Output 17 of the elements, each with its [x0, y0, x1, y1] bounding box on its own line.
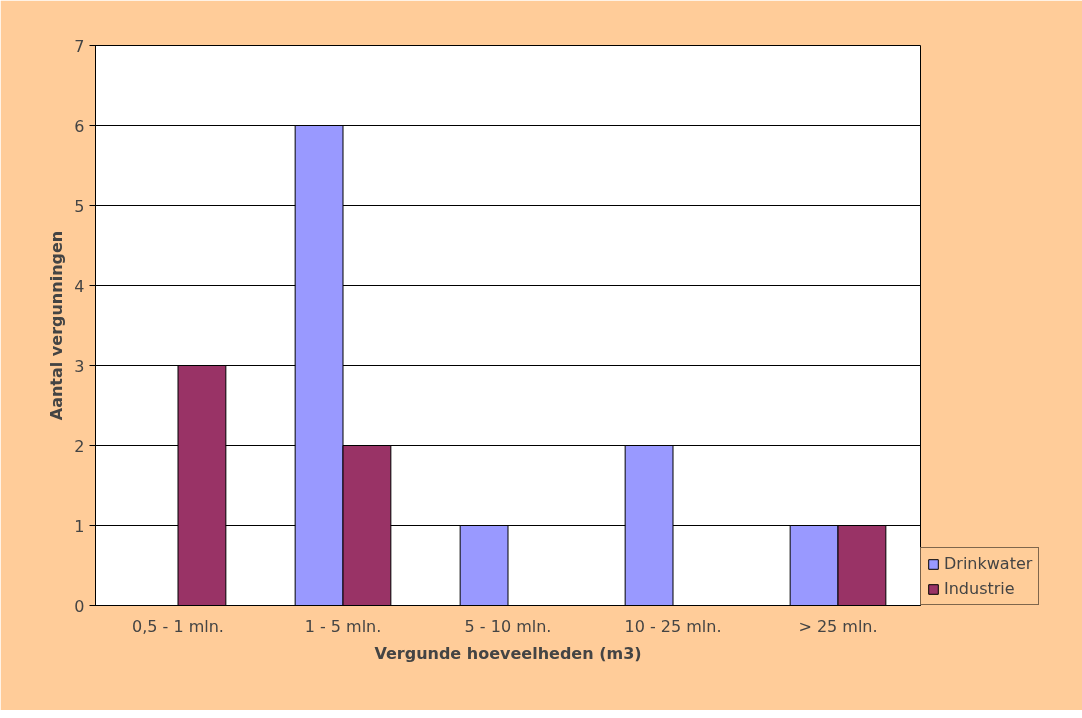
y-tick-label: 3	[74, 356, 85, 376]
legend-label: Drinkwater	[944, 554, 1033, 573]
x-tick-label: 10 - 25 mln.	[624, 616, 722, 636]
y-tick-label: 2	[74, 436, 85, 456]
x-tick-label: 1 - 5 mln.	[304, 616, 382, 636]
x-axis-title: Vergunde hoeveelheden (m3)	[374, 643, 642, 663]
y-tick-label: 7	[74, 36, 85, 56]
y-tick-label: 4	[74, 276, 85, 296]
y-tick-label: 5	[74, 196, 85, 216]
x-tick-label: 5 - 10 mln.	[464, 616, 552, 636]
x-tick-label: 0,5 - 1 mln.	[132, 616, 224, 636]
y-tick-label: 0	[74, 596, 85, 616]
x-tick-label: > 25 mln.	[798, 616, 878, 636]
legend-label: Industrie	[944, 579, 1015, 598]
y-axis-title: Aantal vergunningen	[47, 230, 67, 421]
y-tick-label: 6	[74, 116, 85, 136]
y-tick-label: 1	[74, 516, 85, 536]
